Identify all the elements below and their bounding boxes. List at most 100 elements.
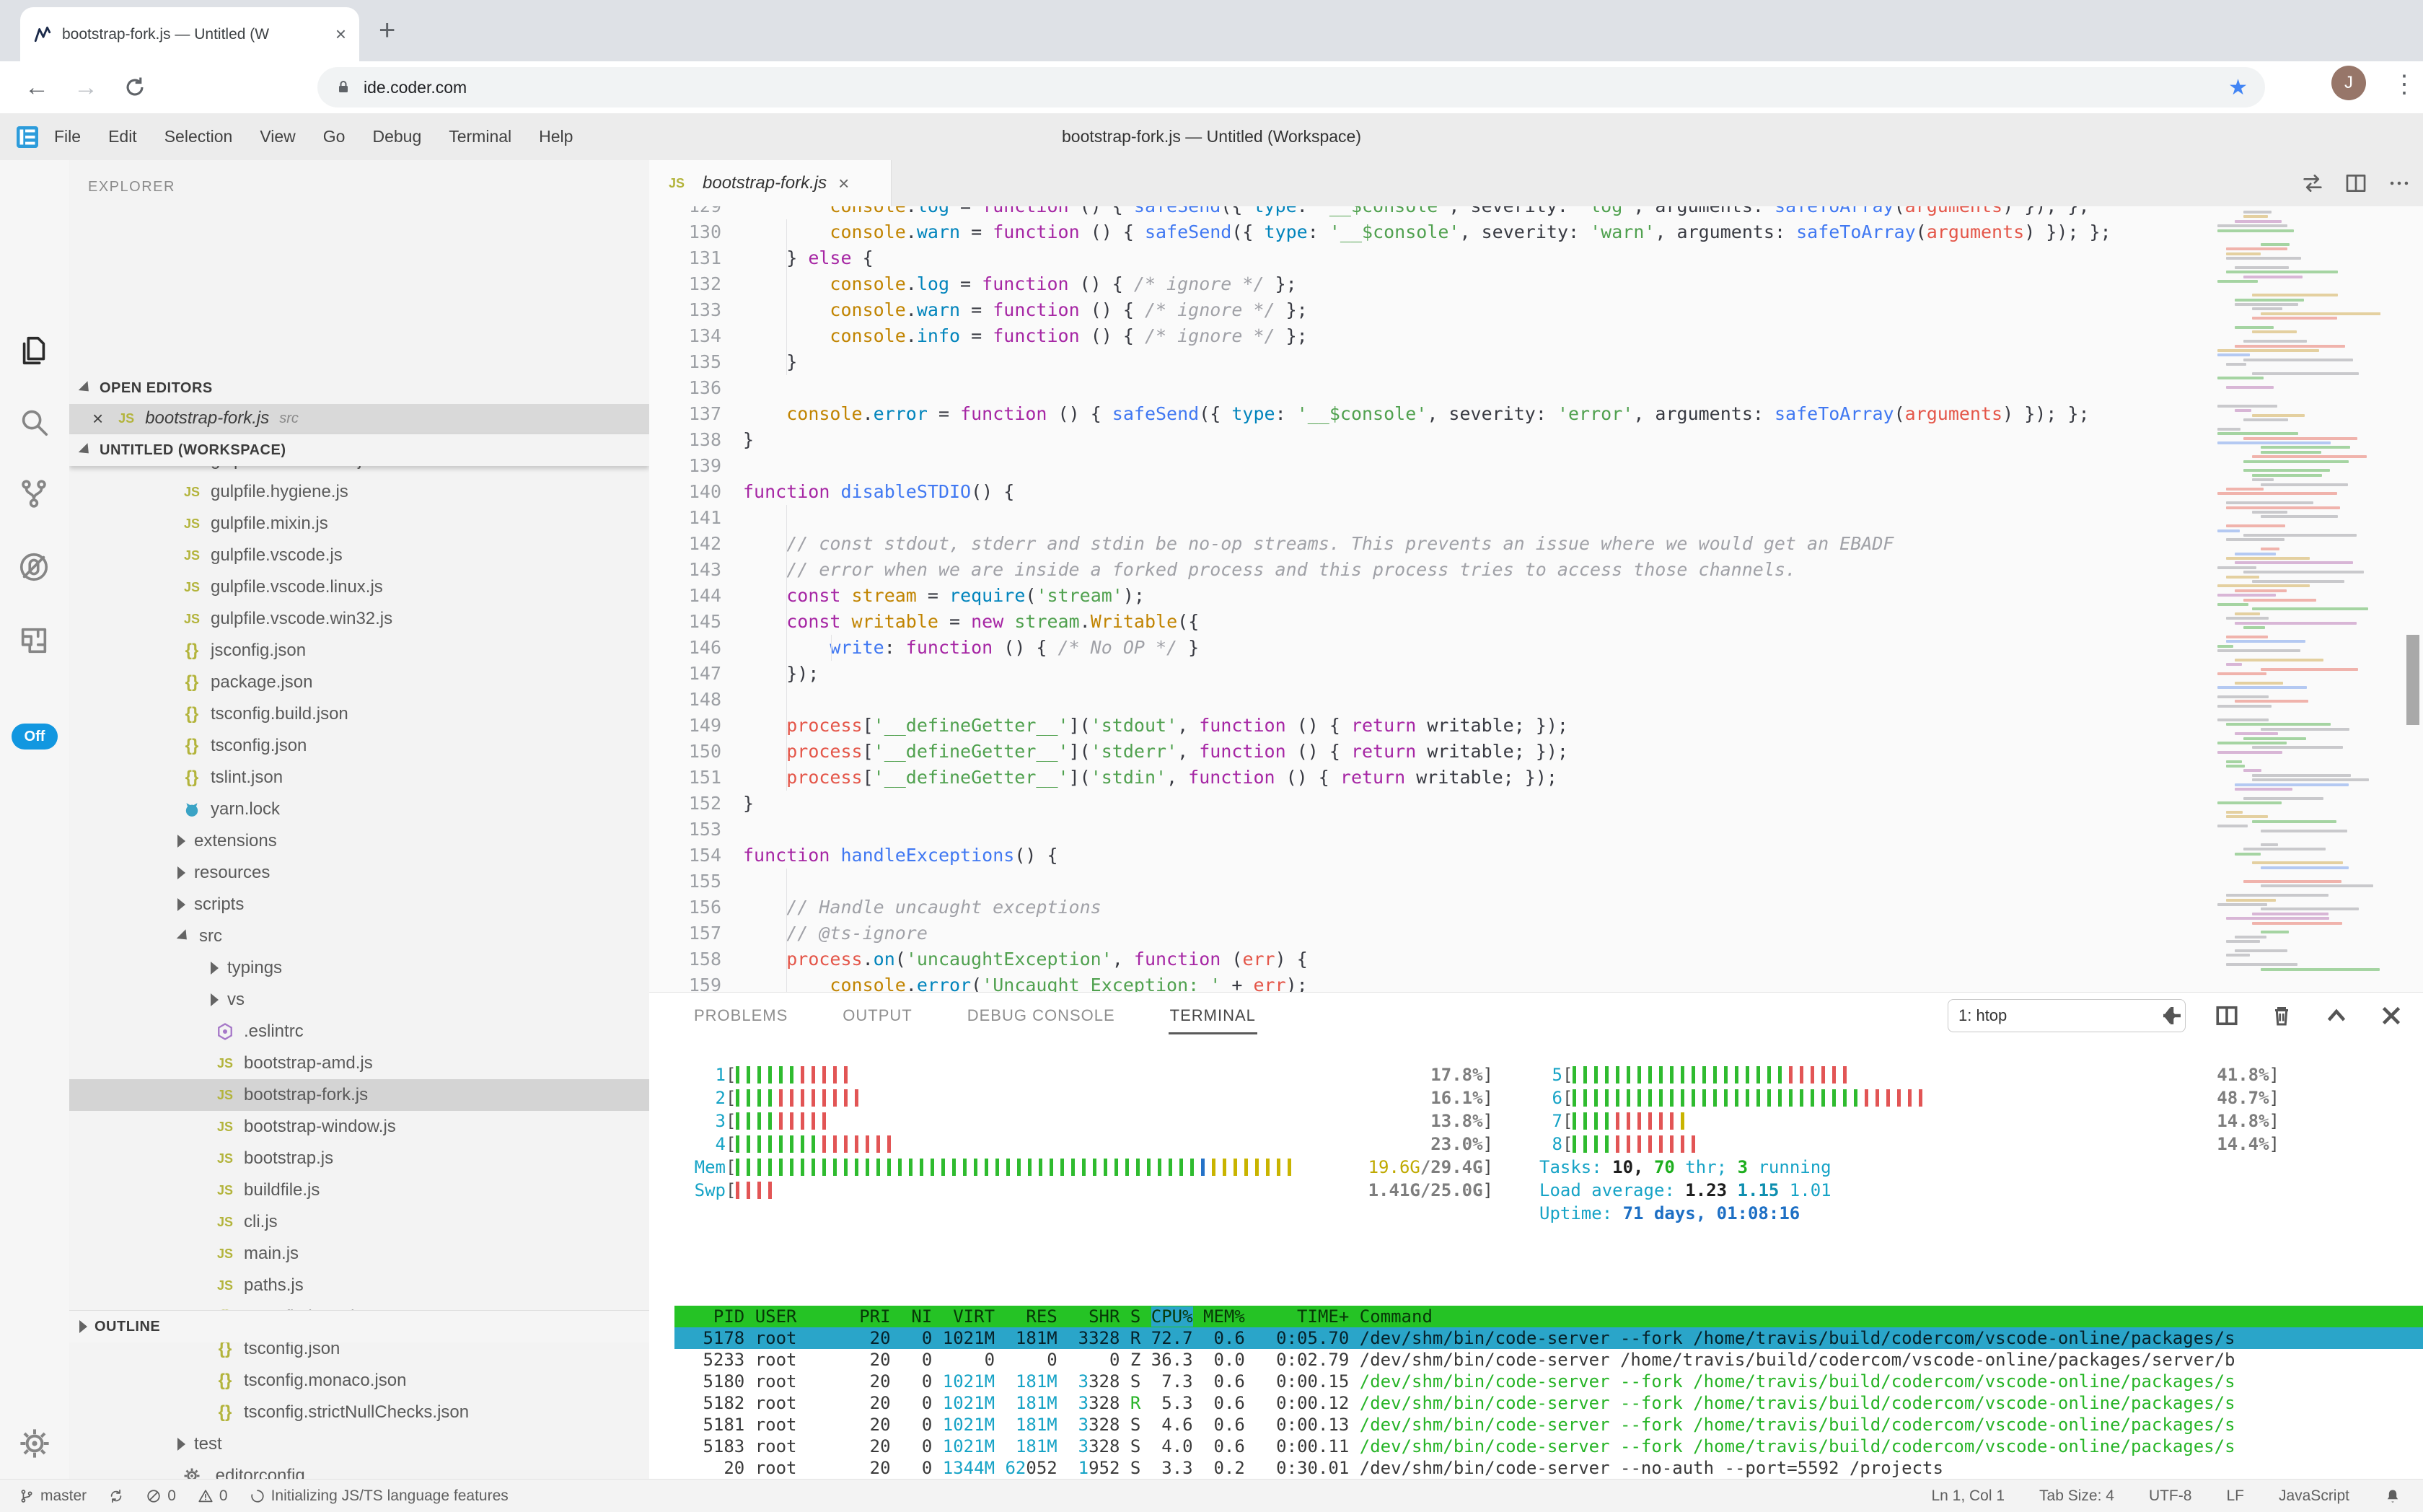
- tree-item[interactable]: JS main.js: [69, 1238, 649, 1270]
- source-control-icon[interactable]: [17, 477, 52, 511]
- code-line: 143 // error when we are inside a forked…: [649, 557, 2207, 583]
- forward-icon[interactable]: →: [74, 73, 98, 101]
- tree-item[interactable]: JS buildfile.js: [69, 1174, 649, 1206]
- workspace-header[interactable]: UNTITLED (WORKSPACE): [69, 434, 649, 466]
- search-icon[interactable]: [17, 405, 52, 440]
- tree-item[interactable]: {} jsconfig.json: [69, 635, 649, 667]
- tree-item[interactable]: vs: [69, 984, 649, 1016]
- terminal-picker[interactable]: 1: htop: [1948, 999, 2186, 1032]
- status-error[interactable]: 0: [146, 1487, 176, 1505]
- tree-item[interactable]: test: [69, 1428, 649, 1460]
- panel-tab-terminal[interactable]: TERMINAL: [1168, 996, 1257, 1034]
- tree-item[interactable]: resources: [69, 857, 649, 889]
- tab-close-icon[interactable]: ×: [335, 23, 346, 45]
- tree-item[interactable]: JS bootstrap-window.js: [69, 1111, 649, 1143]
- settings-gear-icon[interactable]: [17, 1426, 52, 1461]
- url-bar[interactable]: ide.coder.com ★: [317, 67, 2265, 107]
- tree-item[interactable]: extensions: [69, 825, 649, 857]
- browser-tab[interactable]: bootstrap-fork.js — Untitled (W ×: [20, 7, 359, 61]
- scrollbar-thumb[interactable]: [2406, 635, 2419, 725]
- tree-item[interactable]: yarn.lock: [69, 794, 649, 825]
- json-file-icon: {}: [185, 768, 199, 787]
- editor-tab[interactable]: JS bootstrap-fork.js ×: [649, 160, 892, 206]
- tree-item[interactable]: JS gulpfile.vscode.win32.js: [69, 603, 649, 635]
- tree-item[interactable]: src: [69, 920, 649, 952]
- swap-icon[interactable]: [2300, 171, 2325, 195]
- split-editor-icon[interactable]: [2344, 171, 2368, 195]
- outline-header[interactable]: OUTLINE: [69, 1310, 649, 1342]
- tree-item[interactable]: JS bootstrap.js: [69, 1143, 649, 1174]
- close-icon[interactable]: ×: [838, 172, 850, 194]
- status-warning[interactable]: 0: [198, 1487, 228, 1505]
- tree-item[interactable]: JS gulpfile.vscode.linux.js: [69, 571, 649, 603]
- tree-item[interactable]: JS gulpfile.vscode.js: [69, 540, 649, 571]
- tree-item[interactable]: typings: [69, 952, 649, 984]
- tree-item[interactable]: .eslintrc: [69, 1016, 649, 1047]
- add-terminal-icon[interactable]: [2159, 1003, 2185, 1029]
- close-icon[interactable]: ×: [92, 407, 104, 429]
- menu-edit[interactable]: Edit: [108, 127, 137, 146]
- tree-item[interactable]: {} tsconfig.monaco.json: [69, 1365, 649, 1397]
- tree-item[interactable]: JS gulpfile.hygiene.js: [69, 476, 649, 508]
- status-ln-1-col-1[interactable]: Ln 1, Col 1: [1931, 1487, 2005, 1504]
- tree-item[interactable]: {} tsconfig.json: [69, 730, 649, 762]
- code-line: 139: [649, 453, 2207, 479]
- tree-item-label: gulpfile.mixin.js: [211, 514, 328, 533]
- avatar[interactable]: J: [2331, 66, 2366, 100]
- tree-item[interactable]: JS bootstrap-fork.js: [69, 1079, 649, 1111]
- panel-tab-output[interactable]: OUTPUT: [843, 1006, 913, 1024]
- status-utf-8[interactable]: UTF-8: [2148, 1487, 2192, 1504]
- status-tab-size-4[interactable]: Tab Size: 4: [2039, 1487, 2114, 1504]
- tree-item[interactable]: JS cli.js: [69, 1206, 649, 1238]
- menu-go[interactable]: Go: [322, 127, 346, 146]
- status-lf[interactable]: LF: [2226, 1487, 2244, 1504]
- tree-item-label: bootstrap-amd.js: [244, 1053, 373, 1073]
- panel-tab-debug-console[interactable]: DEBUG CONSOLE: [967, 1006, 1115, 1024]
- editor-scrollbar[interactable]: [2380, 206, 2423, 992]
- tree-item[interactable]: {} package.json: [69, 667, 649, 698]
- close-panel-icon[interactable]: [2378, 1003, 2404, 1029]
- minimap[interactable]: [2207, 206, 2380, 992]
- debug-icon[interactable]: [17, 550, 52, 585]
- menu-view[interactable]: View: [260, 127, 296, 146]
- menu-file[interactable]: File: [54, 127, 82, 146]
- browser-menu-icon[interactable]: ⋮: [2392, 71, 2417, 98]
- tree-item[interactable]: scripts: [69, 889, 649, 920]
- new-tab-button[interactable]: +: [379, 14, 396, 46]
- panel-tab-problems[interactable]: PROBLEMS: [694, 1006, 788, 1024]
- open-editors-header[interactable]: OPEN EDITORS: [69, 372, 649, 404]
- tree-item[interactable]: JS gulpfile.mixin.js: [69, 508, 649, 540]
- more-actions-icon[interactable]: [2387, 171, 2411, 195]
- tree-item[interactable]: JS bootstrap-amd.js: [69, 1047, 649, 1079]
- tree-item-label: main.js: [244, 1244, 299, 1263]
- code-editor[interactable]: 129 console.log = function () { safeSend…: [649, 206, 2207, 992]
- status-sync[interactable]: [108, 1488, 124, 1504]
- reload-icon[interactable]: [123, 75, 147, 100]
- back-icon[interactable]: ←: [25, 73, 49, 101]
- tree-item[interactable]: {} tsconfig.build.json: [69, 698, 649, 730]
- extensions-icon[interactable]: [17, 624, 52, 659]
- tree-item[interactable]: JS gulpfile.extensions.js: [69, 466, 649, 476]
- status-spinner[interactable]: Initializing JS/TS language features: [250, 1487, 509, 1505]
- status-bell-icon[interactable]: [2384, 1487, 2401, 1505]
- tree-item[interactable]: {} tsconfig.strictNullChecks.json: [69, 1397, 649, 1428]
- tree-item[interactable]: .editorconfig: [69, 1460, 649, 1479]
- url-text[interactable]: ide.coder.com: [364, 77, 467, 97]
- maximize-panel-icon[interactable]: [2323, 1003, 2349, 1029]
- files-icon[interactable]: [17, 334, 52, 369]
- menu-debug[interactable]: Debug: [372, 127, 422, 146]
- tree-item[interactable]: JS paths.js: [69, 1270, 649, 1301]
- code-line: 150 process['__defineGetter__']('stderr'…: [649, 739, 2207, 765]
- open-editor-item[interactable]: × JS bootstrap-fork.js src: [69, 403, 649, 434]
- menu-help[interactable]: Help: [539, 127, 573, 146]
- off-badge-button[interactable]: Off: [12, 724, 58, 750]
- menu-terminal[interactable]: Terminal: [449, 127, 512, 146]
- bookmark-star-icon[interactable]: ★: [2228, 75, 2248, 100]
- status-javascript[interactable]: JavaScript: [2278, 1487, 2349, 1504]
- split-terminal-icon[interactable]: [2214, 1003, 2240, 1029]
- status-branch[interactable]: master: [19, 1487, 87, 1505]
- menu-selection[interactable]: Selection: [164, 127, 233, 146]
- kill-terminal-icon[interactable]: [2269, 1003, 2295, 1029]
- terminal[interactable]: 1[17.8%] 2[16.1%] 3[13.8%] 4[23.0%] Mem[19.6…: [649, 1038, 2423, 1480]
- tree-item[interactable]: {} tslint.json: [69, 762, 649, 794]
